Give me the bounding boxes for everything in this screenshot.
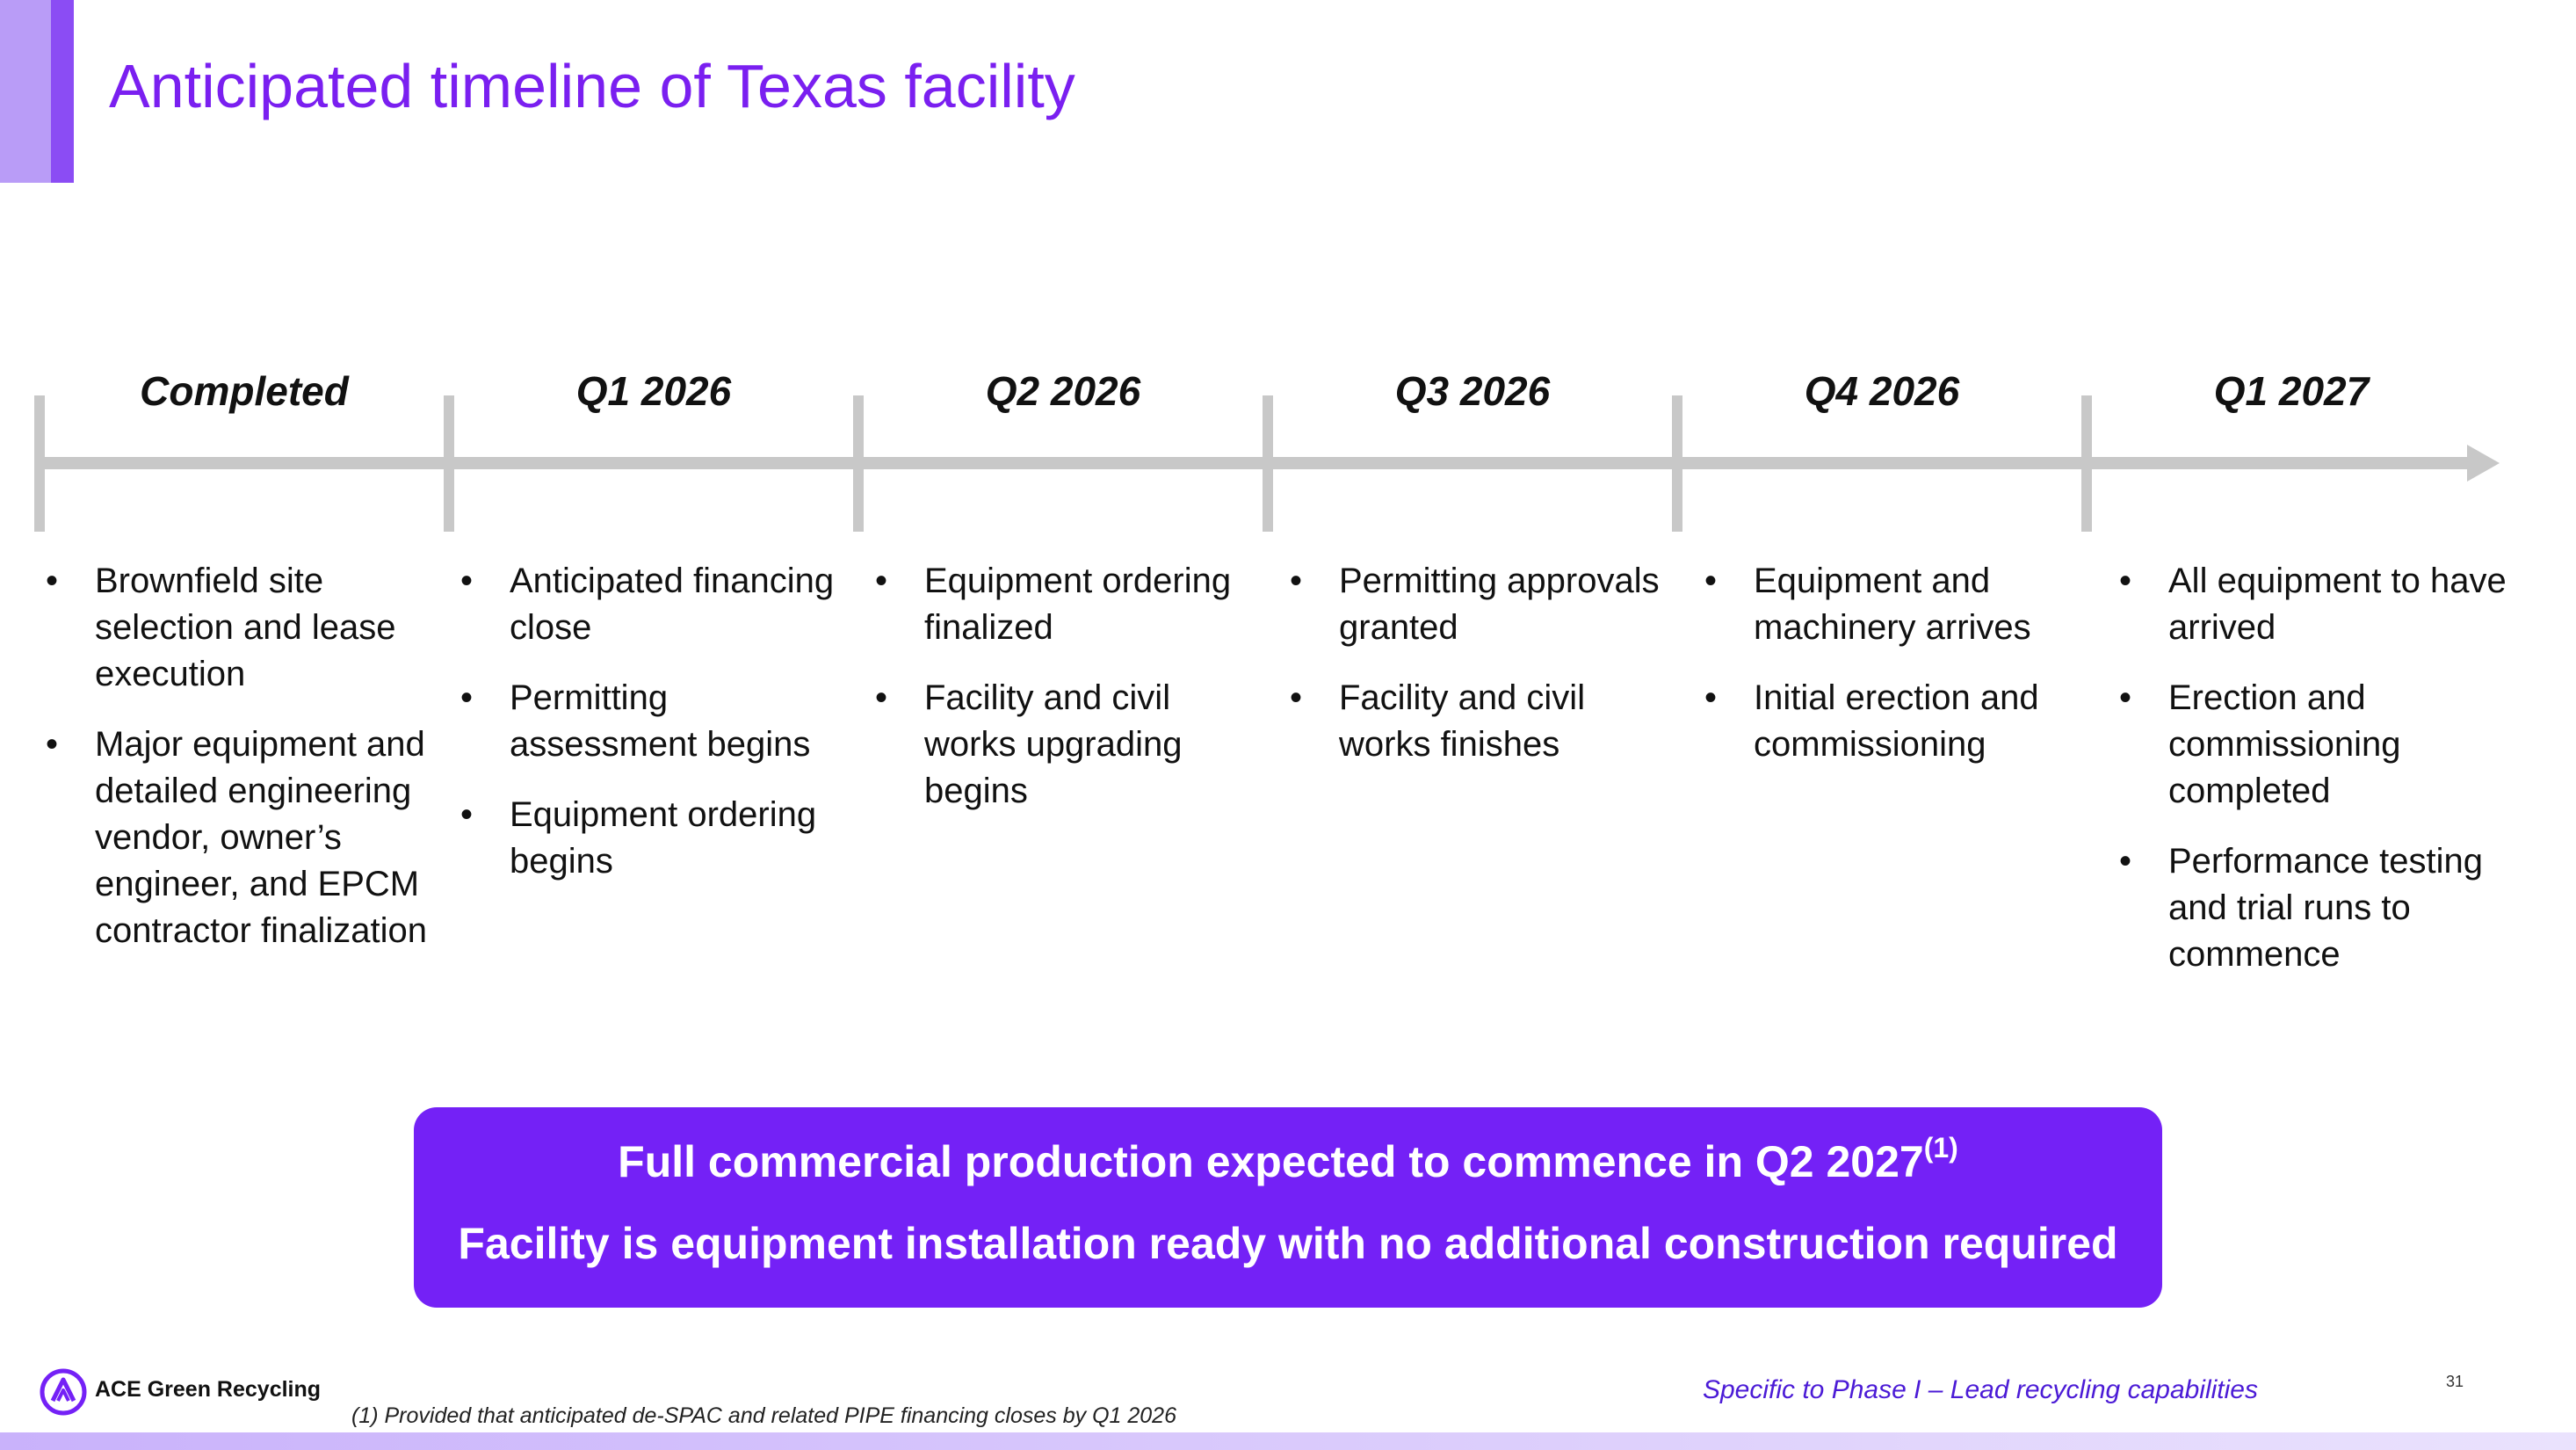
milestone-text: Permitting assessment begins <box>510 678 811 764</box>
banner-headline: Full commercial production expected to c… <box>414 1132 2162 1187</box>
milestone-item: • Facility and civil works finishes <box>1284 675 1684 768</box>
milestone-text: Erection and commissioning completed <box>2168 678 2401 810</box>
bullet-icon: • <box>2119 842 2132 881</box>
milestone-text: Initial erection and commissioning <box>1754 678 2039 764</box>
milestone-item: • All equipment to have arrived <box>2114 558 2514 651</box>
bullet-icon: • <box>875 678 888 717</box>
bullet-icon: • <box>46 562 59 600</box>
period-label-q3-2026: Q3 2026 <box>1394 368 1551 414</box>
period-label-completed: Completed <box>140 368 349 414</box>
milestone-column-q1-2026: • Anticipated financing close • Permitting… <box>455 558 855 909</box>
bullet-icon: • <box>1290 562 1303 600</box>
milestone-item: • Permitting approvals granted <box>1284 558 1684 651</box>
milestone-column-q1-2027: • All equipment to have arrived • Erection… <box>2114 558 2514 1002</box>
bottom-accent-strip <box>0 1432 2576 1450</box>
bullet-icon: • <box>460 562 474 600</box>
ace-green-recycling-logo-icon <box>40 1368 87 1416</box>
footnote: (1) Provided that anticipated de-SPAC an… <box>351 1403 1176 1428</box>
milestone-item: • Equipment ordering begins <box>455 792 855 885</box>
period-label-q1-2027: Q1 2027 <box>2213 368 2370 414</box>
milestone-text: Facility and civil works finishes <box>1339 678 1586 764</box>
milestone-text: Brownfield site selection and lease exec… <box>95 562 396 693</box>
phase-note: Specific to Phase I – Lead recycling cap… <box>1702 1375 2258 1404</box>
milestone-text: Equipment and machinery arrives <box>1754 562 2031 647</box>
title-accent-bar <box>0 0 51 183</box>
bullet-icon: • <box>460 795 474 834</box>
milestone-text: All equipment to have arrived <box>2168 562 2507 647</box>
bullet-icon: • <box>2119 562 2132 600</box>
milestone-column-q3-2026: • Permitting approvals granted • Facility … <box>1284 558 1684 792</box>
milestone-text: Performance testing and trial runs to co… <box>2168 842 2483 974</box>
bullet-icon: • <box>875 562 888 600</box>
milestone-text: Major equipment and detailed engineering… <box>95 725 427 950</box>
arrow-right-icon <box>2467 445 2500 482</box>
company-logo-text: ACE Green Recycling <box>95 1377 322 1402</box>
period-label-q1-2026: Q1 2026 <box>575 368 732 414</box>
milestone-item: • Facility and civil works upgrading begi… <box>870 675 1270 815</box>
period-label-q2-2026: Q2 2026 <box>985 368 1141 414</box>
milestone-item: • Anticipated financing close <box>455 558 855 651</box>
production-banner: Full commercial production expected to c… <box>414 1107 2162 1308</box>
milestone-item: • Brownfield site selection and lease exe… <box>40 558 440 698</box>
milestone-item: • Performance testing and trial runs to c… <box>2114 838 2514 978</box>
milestone-text: Equipment ordering begins <box>510 795 817 881</box>
bullet-icon: • <box>460 678 474 717</box>
milestone-column-q2-2026: • Equipment ordering finalized • Facility … <box>870 558 1270 838</box>
milestone-text: Anticipated financing close <box>510 562 835 647</box>
title-accent-bar-dark <box>51 0 74 183</box>
page-title: Anticipated timeline of Texas facility <box>109 52 1075 120</box>
milestone-item: • Permitting assessment begins <box>455 675 855 768</box>
milestone-item: • Erection and commissioning completed <box>2114 675 2514 815</box>
bullet-icon: • <box>1704 678 1718 717</box>
milestone-text: Equipment ordering finalized <box>924 562 1232 647</box>
milestone-item: • Major equipment and detailed engineerin… <box>40 721 440 954</box>
milestone-text: Permitting approvals granted <box>1339 562 1660 647</box>
milestone-item: • Initial erection and commissioning <box>1699 675 2099 768</box>
milestone-item: • Equipment ordering finalized <box>870 558 1270 651</box>
milestone-text: Facility and civil works upgrading begin… <box>924 678 1183 810</box>
footnote-marker: (1) <box>1923 1132 1958 1164</box>
milestone-item: • Equipment and machinery arrives <box>1699 558 2099 651</box>
banner-headline-text: Full commercial production expected to c… <box>618 1137 1924 1186</box>
bullet-icon: • <box>46 725 59 764</box>
banner-subline: Facility is equipment installation ready… <box>458 1219 2118 1268</box>
bullet-icon: • <box>1704 562 1718 600</box>
milestone-column-q4-2026: • Equipment and machinery arrives • Initia… <box>1699 558 2099 792</box>
bullet-icon: • <box>1290 678 1303 717</box>
milestone-column-completed: • Brownfield site selection and lease exe… <box>40 558 440 978</box>
page-number: 31 <box>2446 1373 2464 1390</box>
bullet-icon: • <box>2119 678 2132 717</box>
period-label-q4-2026: Q4 2026 <box>1804 368 1960 414</box>
